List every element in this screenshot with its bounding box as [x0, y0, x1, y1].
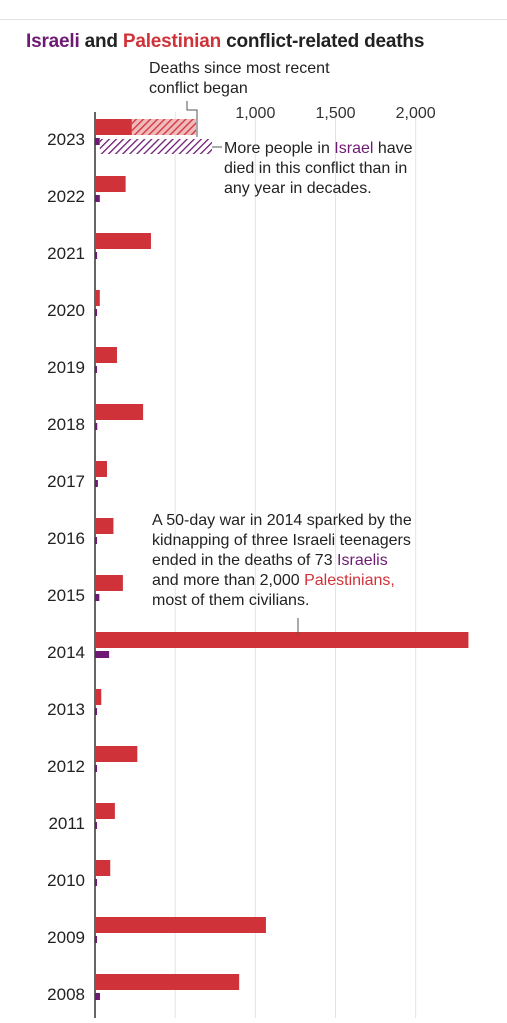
bar-israeli-2011	[95, 822, 97, 829]
year-label-2018: 2018	[47, 415, 85, 434]
bar-israeli-2010	[95, 879, 97, 886]
bar-israeli-2017	[95, 480, 98, 487]
bar-israeli-2022	[95, 195, 100, 202]
year-label-2014: 2014	[47, 643, 85, 662]
year-label-2020: 2020	[47, 301, 85, 320]
year-label-2019: 2019	[47, 358, 85, 377]
year-label-2012: 2012	[47, 757, 85, 776]
bar-palestinian-2008	[95, 974, 240, 990]
annotation-text: and more than 2,000	[152, 572, 305, 589]
annotation-war-line4: and more than 2,000 Palestinians,	[152, 571, 412, 591]
annotation-text: have	[373, 140, 413, 157]
year-label-2016: 2016	[47, 529, 85, 548]
bar-palestinian-2018	[95, 404, 144, 420]
annotation-war-2014: A 50-day war in 2014 sparked by the kidn…	[152, 511, 412, 611]
year-label-2021: 2021	[47, 244, 85, 263]
annotation-israelis-word: Israelis	[337, 552, 388, 569]
bar-israeli-2021	[95, 252, 98, 259]
year-label-2022: 2022	[47, 187, 85, 206]
year-label-2011: 2011	[48, 814, 85, 833]
annotation-palestinians-word: Palestinians,	[304, 572, 395, 589]
annotation-israel-2023: More people in Israel have died in this …	[224, 139, 413, 199]
annotation-war-line2: kidnapping of three Israeli teenagers	[152, 532, 411, 549]
bar-palestinian-2022	[95, 176, 126, 192]
bar-palestinian-2014	[95, 632, 469, 648]
year-label-2013: 2013	[47, 700, 85, 719]
bar-israeli-2015	[95, 594, 100, 601]
annotation-israel-2023-line1: More people in Israel have	[224, 139, 413, 159]
x-tick-label-2000: 2,000	[396, 105, 436, 122]
bar-israeli-2018	[95, 423, 98, 430]
annotation-israel-word: Israel	[334, 140, 374, 157]
year-label-2023: 2023	[47, 130, 85, 149]
bar-palestinian-2013	[95, 689, 102, 705]
year-label-2017: 2017	[47, 472, 85, 491]
bar-israeli-2014	[95, 651, 110, 658]
title-and: and	[79, 31, 123, 52]
title-palestinian: Palestinian	[122, 31, 221, 52]
bar-israeli-2016	[95, 537, 97, 544]
annotation-since-recent-line1: Deaths since most recent	[149, 60, 330, 77]
year-label-2010: 2010	[47, 871, 85, 890]
bar-palestinian-2016	[95, 518, 114, 534]
bar-israeli-2012	[95, 765, 97, 772]
annotation-leader-since-recent	[186, 101, 198, 137]
x-tick-label-1000: 1,000	[235, 105, 275, 122]
bar-palestinian-2017	[95, 461, 108, 477]
bar-palestinian-2010	[95, 860, 111, 876]
annotation-israel-2023-line3: any year in decades.	[224, 180, 372, 197]
year-label-2015: 2015	[47, 586, 85, 605]
year-label-2009: 2009	[47, 928, 85, 947]
annotation-war-line3: ended in the deaths of 73 Israelis	[152, 551, 412, 571]
x-tick-label-1500: 1,500	[315, 105, 355, 122]
bar-israeli-2023-since-conflict	[99, 139, 213, 154]
annotation-war-line5: most of them civilians.	[152, 592, 310, 609]
bar-palestinian-2023	[95, 119, 132, 135]
chart-title: Israeli and Palestinian conflict-related…	[26, 31, 424, 53]
annotation-israel-2023-line2: died in this conflict than in	[224, 160, 408, 177]
bar-palestinian-2021	[95, 233, 151, 249]
bar-israeli-2019	[95, 366, 97, 373]
bar-palestinian-2009	[95, 917, 266, 933]
bar-israeli-2009	[95, 936, 97, 943]
bar-palestinian-2023-since-conflict	[131, 119, 197, 135]
bar-palestinian-2012	[95, 746, 138, 762]
annotation-war-line1: A 50-day war in 2014 sparked by the	[152, 512, 412, 529]
annotation-since-recent-line2: conflict began	[149, 80, 248, 97]
bar-palestinian-2011	[95, 803, 115, 819]
bar-israeli-2020	[95, 309, 97, 316]
title-israeli: Israeli	[26, 31, 80, 52]
bar-israeli-2023	[95, 138, 100, 145]
bar-palestinian-2019	[95, 347, 117, 363]
bar-israeli-2008	[95, 993, 100, 1000]
annotation-text: More people in	[224, 140, 335, 157]
annotation-since-recent: Deaths since most recent conflict began	[149, 59, 330, 99]
annotation-text: ended in the deaths of 73	[152, 552, 338, 569]
title-rest: conflict-related deaths	[221, 31, 425, 52]
bar-palestinian-2020	[95, 290, 100, 306]
year-label-2008: 2008	[47, 985, 85, 1004]
bar-palestinian-2015	[95, 575, 123, 591]
bar-israeli-2013	[95, 708, 97, 715]
top-rule	[0, 19, 507, 20]
